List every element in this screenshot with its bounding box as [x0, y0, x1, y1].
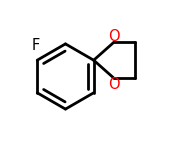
- Text: F: F: [32, 38, 40, 53]
- Text: O: O: [108, 77, 120, 92]
- Text: O: O: [108, 29, 120, 44]
